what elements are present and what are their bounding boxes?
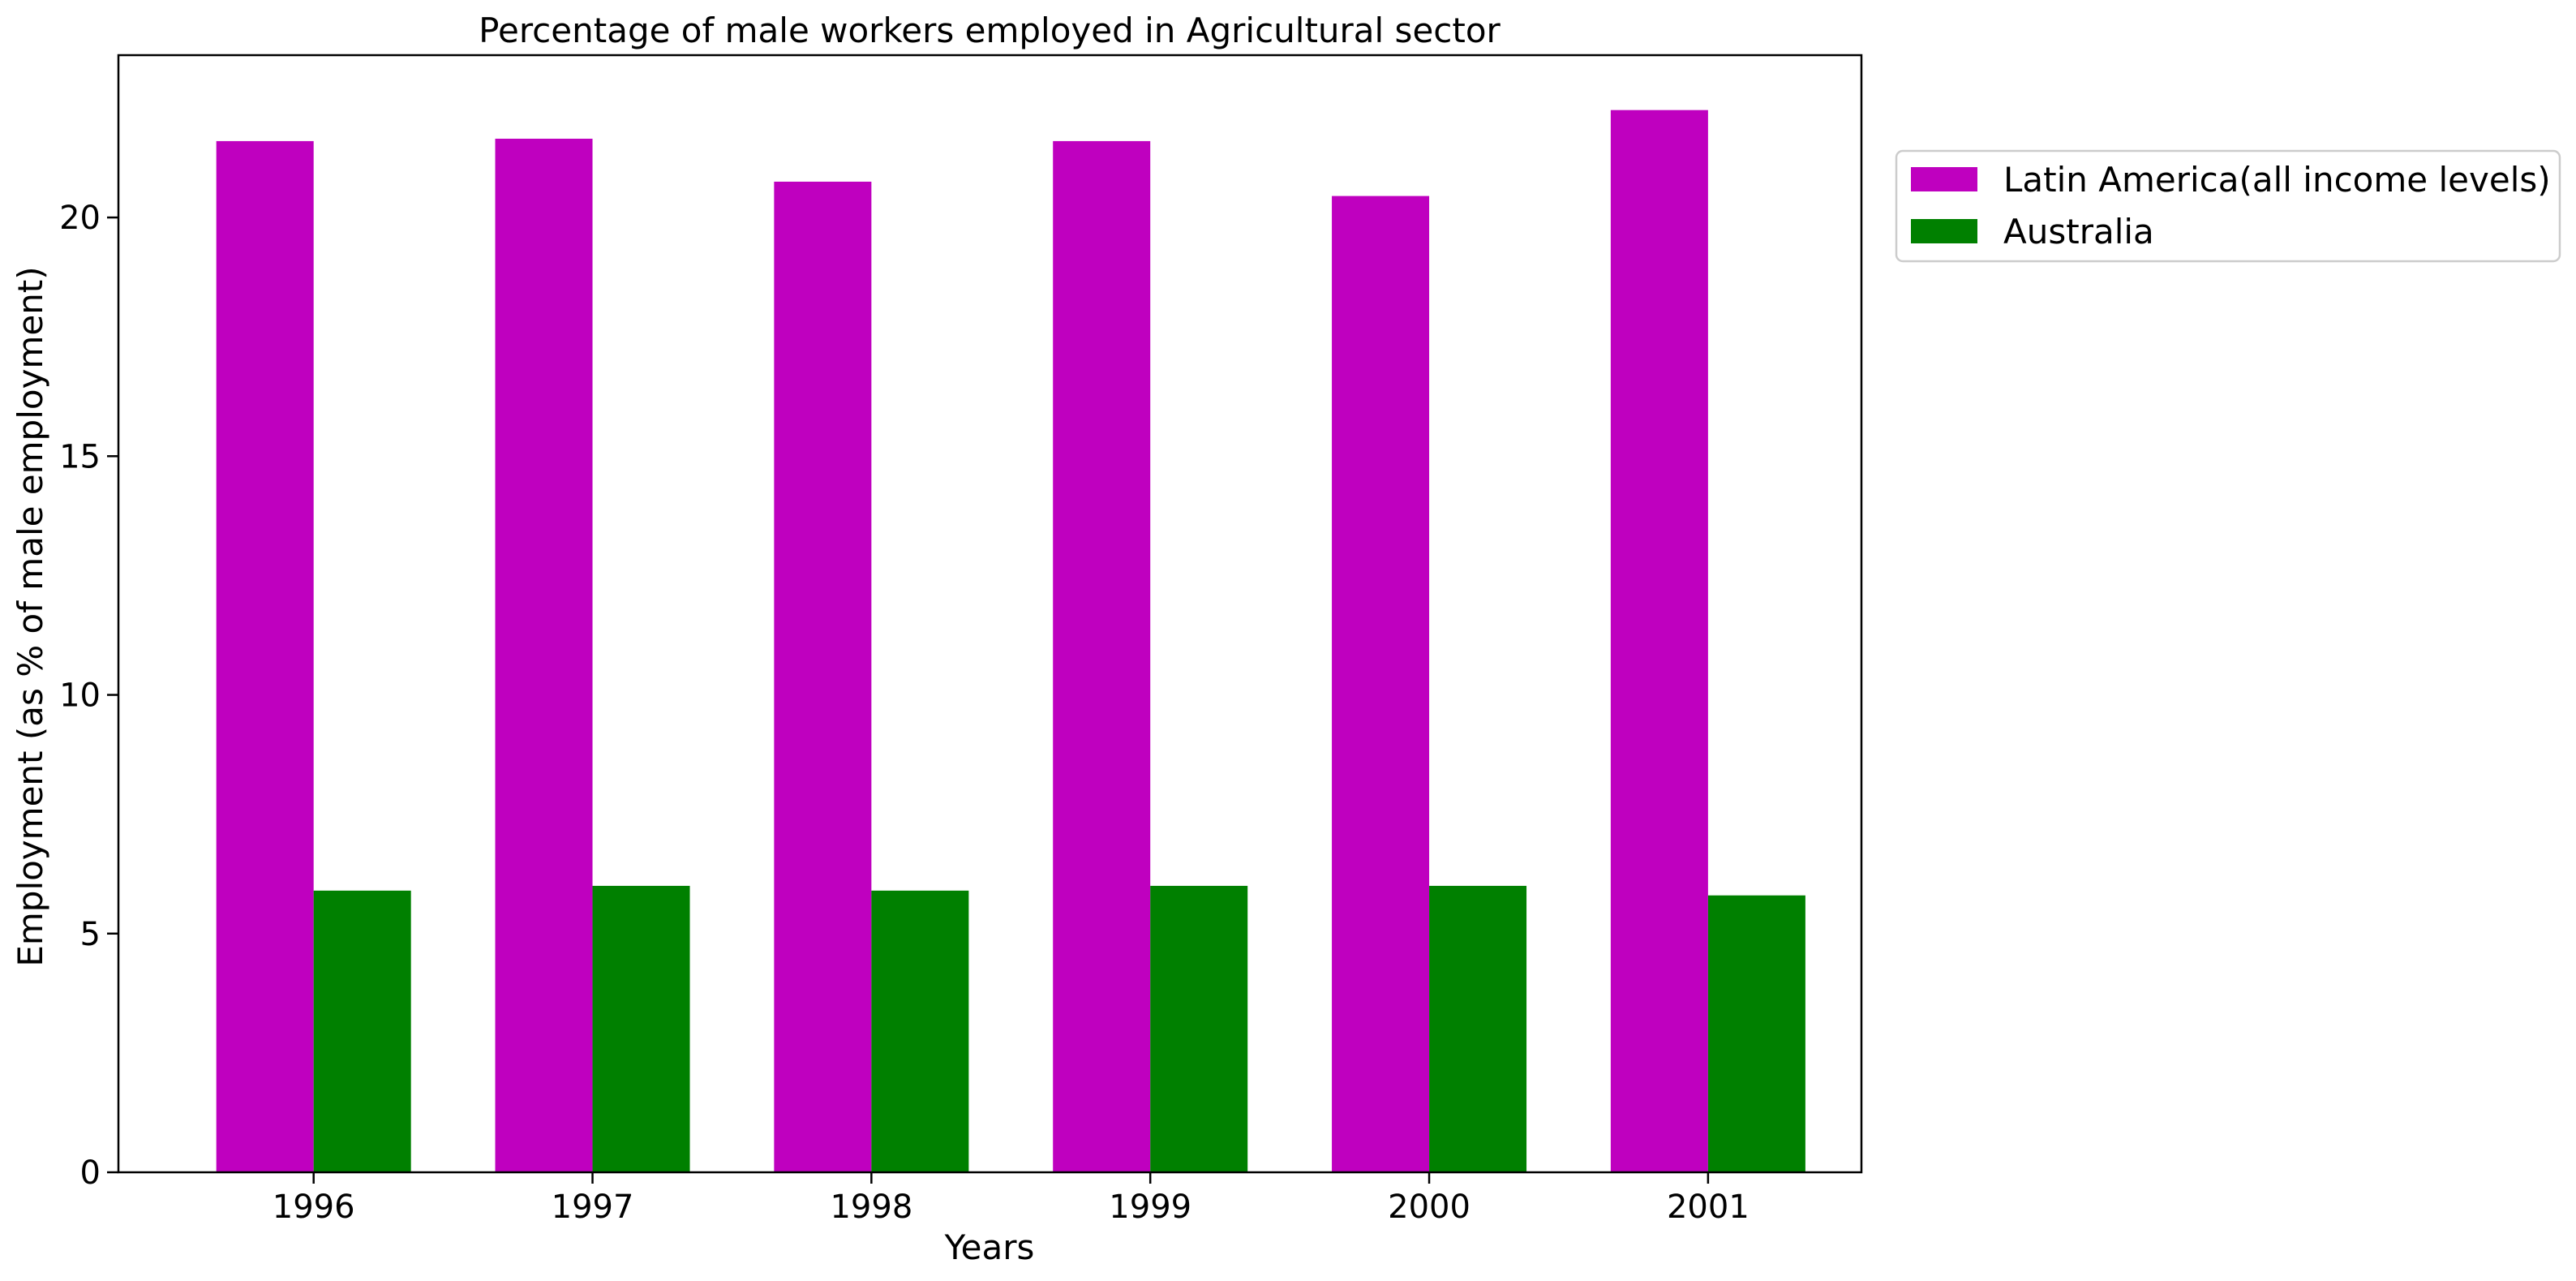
x-tick-label-1998: 1998 xyxy=(830,1189,912,1226)
y-tick-label-15: 15 xyxy=(59,438,101,475)
x-tick-label-2001: 2001 xyxy=(1667,1189,1750,1226)
bar-latin-america-1996 xyxy=(216,140,314,1172)
x-tick-label-2000: 2000 xyxy=(1388,1189,1470,1226)
bar-australia-2000 xyxy=(1429,885,1527,1172)
chart-title: Percentage of male workers employed in A… xyxy=(479,11,1501,50)
bar-australia-2001 xyxy=(1707,895,1805,1172)
legend: Latin America(all income levels) Australi… xyxy=(1895,149,2561,263)
x-tick-label-1997: 1997 xyxy=(552,1189,634,1226)
bar-latin-america-1998 xyxy=(774,181,872,1173)
y-axis-label: Employment (as % of male employment) xyxy=(11,266,50,966)
bar-latin-america-2000 xyxy=(1332,196,1430,1172)
legend-label-latin-america: Latin America(all income levels) xyxy=(2003,160,2551,200)
bar-australia-1996 xyxy=(313,890,411,1172)
x-axis-label: Years xyxy=(944,1227,1035,1267)
legend-swatch-latin-america xyxy=(1911,167,1977,191)
y-tick-label-0: 0 xyxy=(80,1154,101,1192)
x-tick-label-1999: 1999 xyxy=(1109,1189,1191,1226)
plot-frame xyxy=(117,54,1863,1174)
bar-latin-america-1999 xyxy=(1053,140,1151,1172)
legend-label-australia: Australia xyxy=(2003,212,2154,251)
y-tick-label-10: 10 xyxy=(59,677,101,715)
legend-swatch-australia xyxy=(1911,219,1977,243)
legend-box xyxy=(1895,149,2561,263)
plot-area: 0 5 10 15 20 1996 1997 1998 1999 2000 2001 xyxy=(59,54,1863,1226)
y-tick-label-5: 5 xyxy=(80,916,101,953)
bar-latin-america-1997 xyxy=(495,138,593,1173)
x-tick-label-1996: 1996 xyxy=(273,1189,355,1226)
bar-australia-1998 xyxy=(871,890,969,1172)
bar-australia-1997 xyxy=(592,885,690,1172)
bar-latin-america-2001 xyxy=(1610,110,1708,1172)
bar-australia-1999 xyxy=(1150,885,1248,1172)
y-tick-label-20: 20 xyxy=(59,200,101,237)
